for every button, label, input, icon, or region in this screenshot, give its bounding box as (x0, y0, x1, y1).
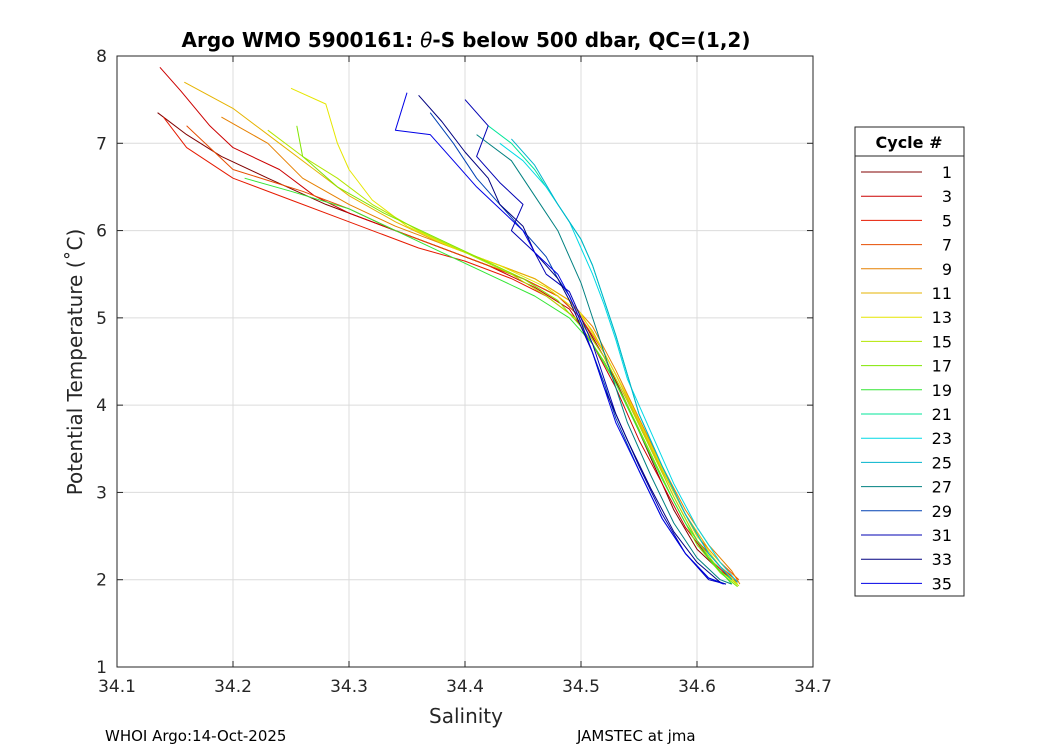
series-line-cycle-29 (429, 112, 727, 585)
series-line-cycle-25 (511, 138, 733, 581)
series-line-cycle-11 (184, 81, 733, 576)
grid (117, 56, 813, 667)
legend-title: Cycle # (876, 133, 943, 152)
series-line-cycle-27 (476, 134, 732, 585)
x-tick-label: 34.3 (330, 677, 368, 697)
x-tick-label: 34.6 (678, 677, 716, 697)
axis-ticks: 34.1 34.2 34.3 34.4 34.5 34.6 34.7 1 2 3 4 5 6 7 8 (96, 47, 832, 697)
y-tick-label: 2 (96, 571, 107, 591)
y-tick-label: 1 (96, 658, 107, 678)
legend-entry-label: 15 (932, 332, 952, 351)
legend-entry-label: 33 (932, 550, 952, 569)
y-tick-label: 5 (96, 309, 107, 329)
legend-entry-label: 29 (932, 502, 952, 521)
legend-entry-label: 3 (942, 187, 952, 206)
x-tick-label: 34.4 (446, 677, 484, 697)
legend-entry-label: 23 (932, 429, 952, 448)
series-line-cycle-33 (418, 94, 721, 583)
y-tick-label: 7 (96, 134, 107, 154)
legend-entry-label: 31 (932, 526, 952, 545)
legend-entry-label: 35 (932, 574, 952, 593)
x-tick-label: 34.5 (562, 677, 600, 697)
series-line-cycle-7 (186, 125, 740, 581)
y-tick-label: 3 (96, 483, 107, 503)
footer-right: JAMSTEC at jma (576, 727, 696, 745)
series-line-cycle-21 (487, 125, 733, 581)
legend-box (854, 126, 965, 597)
footer-left: WHOI Argo:14-Oct-2025 (105, 727, 286, 745)
legend-entry-label: 1 (942, 163, 952, 182)
legend-entry-label: 17 (932, 357, 952, 376)
legend-entry-label: 27 (932, 478, 952, 497)
x-tick-label: 34.7 (794, 677, 832, 697)
legend-entry-label: 13 (932, 308, 952, 327)
x-tick-label: 34.2 (214, 677, 252, 697)
series-line-cycle-31 (464, 99, 727, 585)
series-group (157, 66, 741, 588)
legend-entry-label: 9 (942, 260, 952, 279)
series-line-cycle-15 (267, 129, 740, 587)
x-tick-label: 34.1 (98, 677, 136, 697)
y-tick-label: 4 (96, 396, 107, 416)
series-line-cycle-13 (290, 87, 738, 585)
legend-entry-label: 5 (942, 211, 952, 230)
legend-entry-label: 25 (932, 453, 952, 472)
chart-title: Argo WMO 5900161: θ-S below 500 dbar, QC… (182, 28, 751, 52)
series-line-cycle-5 (163, 116, 738, 582)
series-line-cycle-19 (244, 177, 733, 585)
legend-entry-label: 21 (932, 405, 952, 424)
y-axis-label: Potential Temperature (˚C) (63, 229, 87, 496)
x-axis-label: Salinity (429, 704, 503, 728)
y-tick-label: 6 (96, 222, 107, 242)
legend-entry-label: 19 (932, 381, 952, 400)
legend-entry-label: 7 (942, 236, 952, 255)
legend-entry-label: 11 (932, 284, 952, 303)
series-line-cycle-35 (394, 92, 724, 585)
series-line-cycle-1 (157, 112, 738, 583)
y-tick-label: 8 (96, 47, 107, 67)
series-line-cycle-3 (159, 66, 733, 581)
series-line-cycle-23 (499, 142, 738, 583)
